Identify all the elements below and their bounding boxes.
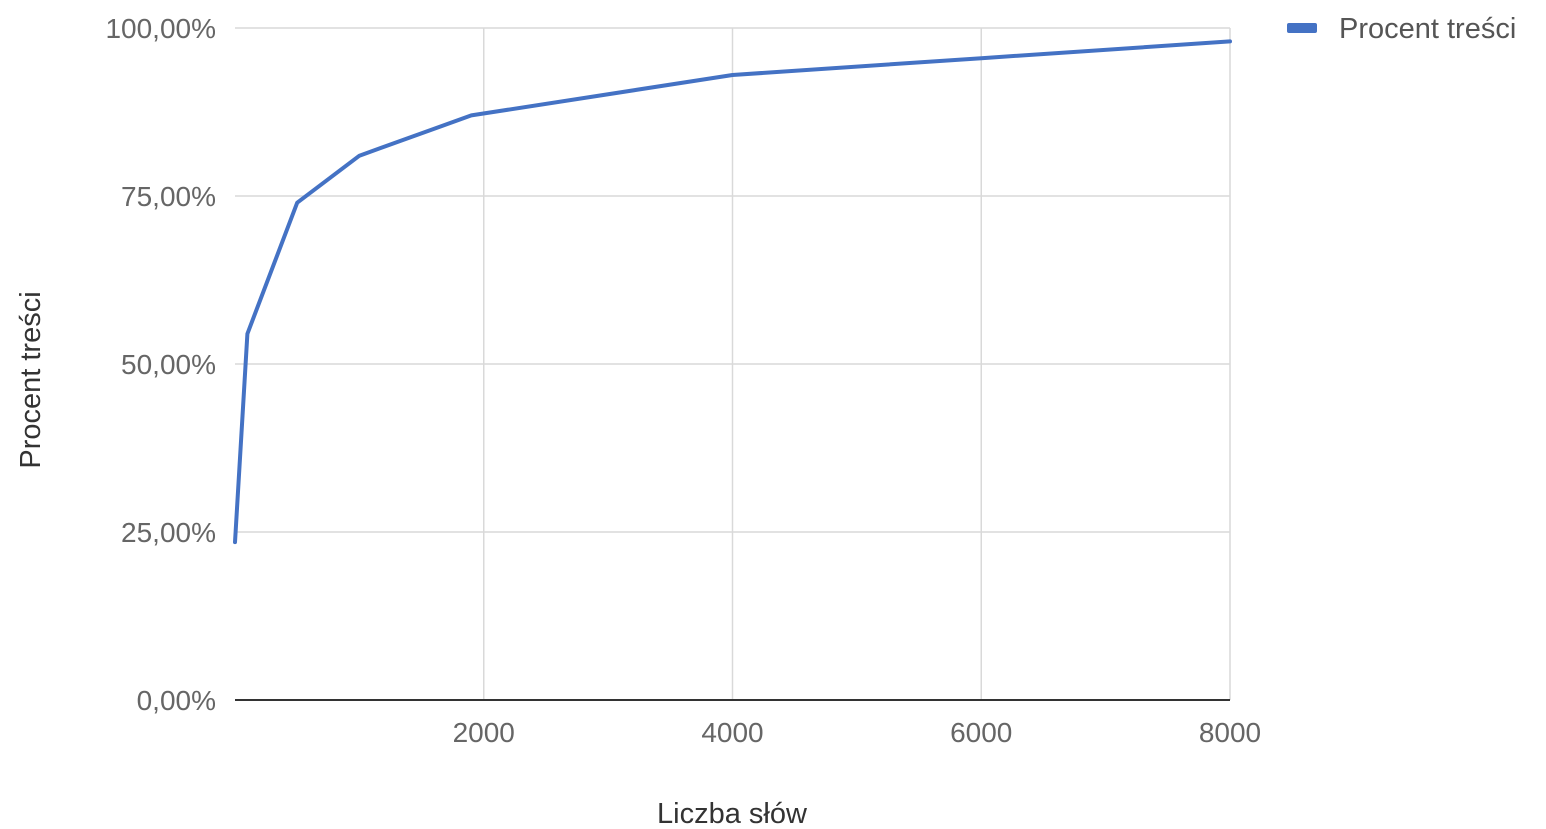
- x-tick-label: 8000: [1199, 717, 1261, 748]
- y-tick-label: 75,00%: [121, 181, 216, 212]
- x-tick-label: 4000: [701, 717, 763, 748]
- y-tick-label: 50,00%: [121, 349, 216, 380]
- x-axis-title: Liczba słów: [657, 798, 808, 829]
- y-tick-label: 25,00%: [121, 517, 216, 548]
- y-tick-label: 0,00%: [137, 685, 216, 716]
- gridlines: [235, 27, 1231, 700]
- x-tick-label: 2000: [453, 717, 515, 748]
- series-line-0: [233, 39, 1232, 545]
- series-lines: [233, 39, 1232, 545]
- y-tick-labels: 0,00% 25,00% 50,00% 75,00% 100,00%: [105, 13, 216, 716]
- y-axis-title: Procent treści: [15, 291, 47, 468]
- legend: Procent treści: [1287, 13, 1516, 45]
- x-tick-label: 6000: [950, 717, 1012, 748]
- x-tick-labels: 2000 4000 6000 8000: [453, 717, 1262, 748]
- legend-swatch: [1287, 23, 1317, 33]
- y-tick-label: 100,00%: [105, 13, 216, 44]
- legend-label: Procent treści: [1339, 13, 1516, 45]
